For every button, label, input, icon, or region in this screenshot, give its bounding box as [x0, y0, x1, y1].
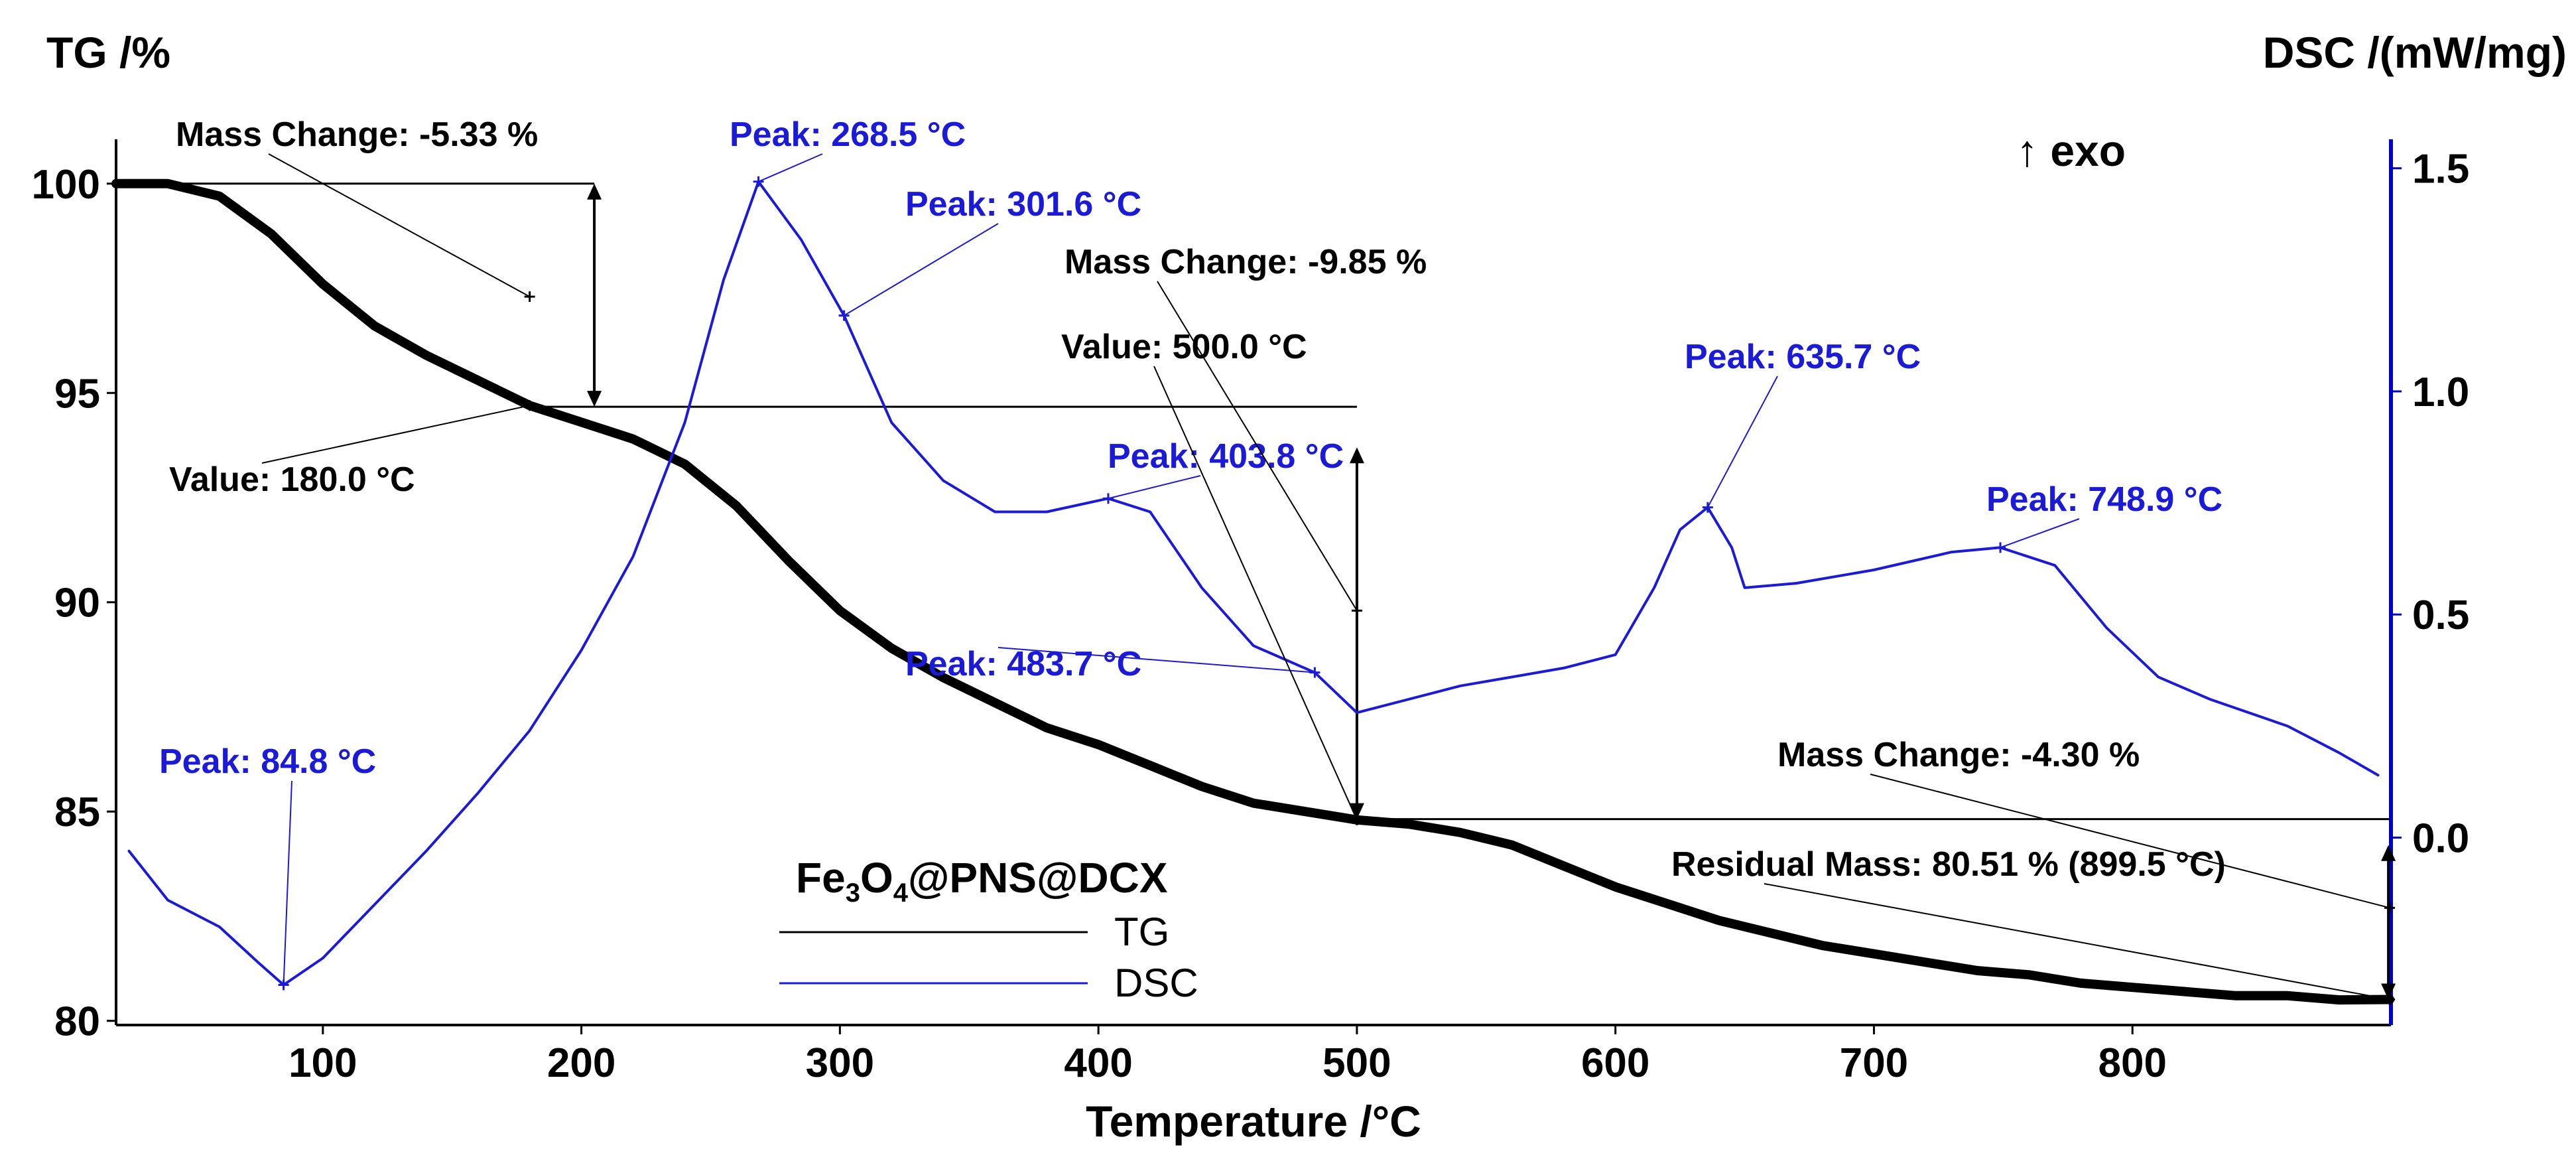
x-tick-label: 400 — [1064, 1040, 1132, 1086]
annotation-label: Peak: 483.7 °C — [905, 645, 1141, 683]
arrow-head-up — [587, 183, 602, 200]
annotation-marker — [1102, 493, 1114, 504]
arrow-head-down — [2381, 983, 2396, 1000]
x-axis-title: Temperature /°C — [1086, 1097, 1421, 1146]
annotation-leader — [1157, 281, 1358, 611]
legend: Fe3O4@PNS@DCX TG DSC — [779, 854, 1198, 1005]
annotation-label: Value: 500.0 °C — [1061, 328, 1307, 366]
y-right-tick-label: 1.0 — [2412, 370, 2469, 415]
y-right-axis-title: DSC /(mW/mg) — [2263, 28, 2567, 77]
annotation-leader — [268, 153, 531, 298]
annotation-label: Mass Change: -9.85 % — [1064, 243, 1427, 281]
exo-label: ↑ exo — [2016, 126, 2126, 175]
annotation-leader — [1870, 774, 2390, 909]
legend-tg-label: TG — [1114, 910, 1169, 954]
annotation-leader — [1153, 366, 1358, 821]
y-right-tick-label: 1.5 — [2412, 147, 2469, 192]
annotation-label: Peak: 84.8 °C — [159, 742, 376, 781]
axes: 100 200 300 400 500 600 700 800 80 85 90 95 100 0.0 0.… — [32, 139, 2469, 1086]
annotation-marker — [278, 979, 289, 991]
sample-label: Fe3O4@PNS@DCX — [796, 854, 1168, 908]
y-left-axis-title: TG /% — [46, 28, 170, 77]
annotation-leader — [2000, 518, 2080, 549]
x-tick-label: 700 — [1840, 1040, 1908, 1086]
annotations: Peak: 84.8 °C Peak: 268.5 °C Peak: 301.6 °… — [159, 115, 2396, 1005]
annotation-marker — [524, 291, 535, 303]
annotation-marker — [2384, 994, 2396, 1005]
x-tick-label: 500 — [1322, 1040, 1391, 1086]
arrow-head-up — [2381, 845, 2396, 861]
legend-dsc-label: DSC — [1114, 961, 1198, 1005]
x-tick-label: 300 — [806, 1040, 874, 1086]
annotation-marker — [753, 176, 764, 187]
annotation-marker — [1351, 814, 1362, 825]
annotation-marker — [1702, 502, 1713, 513]
annotation-marker — [1351, 605, 1362, 616]
annotation-leader — [1108, 475, 1201, 500]
x-tick-label: 200 — [547, 1040, 615, 1086]
tg-series-line — [111, 178, 2395, 1005]
annotation-leader — [283, 780, 292, 985]
annotation-marker — [1309, 667, 1320, 678]
y-left-tick-label: 80 — [54, 999, 100, 1045]
annotation-label: Peak: 403.8 °C — [1108, 437, 1344, 476]
arrow-head-down — [587, 391, 602, 407]
annotation-leader — [1764, 883, 2390, 1000]
x-tick-label: 100 — [289, 1040, 357, 1086]
y-left-tick-label: 90 — [54, 581, 100, 626]
annotation-label: Peak: 268.5 °C — [730, 115, 966, 154]
series-lines — [111, 178, 2395, 1005]
y-right-tick-label: 0.0 — [2412, 816, 2469, 862]
annotation-label: Value: 180.0 °C — [169, 460, 415, 499]
annotation-leader — [758, 153, 823, 182]
annotation-label: Peak: 635.7 °C — [1685, 338, 1921, 376]
annotation-leader — [261, 405, 530, 464]
annotation-label: Peak: 748.9 °C — [1986, 480, 2222, 519]
mass-step-lines — [116, 182, 2396, 1000]
annotation-leader — [998, 647, 1315, 673]
y-left-tick-label: 85 — [54, 790, 100, 835]
annotation-label: Peak: 301.6 °C — [905, 185, 1141, 224]
annotation-marker — [524, 400, 535, 411]
x-tick-label: 800 — [2098, 1040, 2167, 1086]
x-tick-label: 600 — [1581, 1040, 1649, 1086]
annotation-marker — [2384, 902, 2396, 914]
arrow-head-up — [1349, 447, 1364, 464]
arrow-head-down — [1349, 803, 1364, 819]
annotation-leader — [1707, 376, 1778, 508]
dsc-series-line — [127, 180, 2380, 987]
annotation-marker — [1995, 542, 2006, 553]
annotation-label: Mass Change: -5.33 % — [176, 115, 538, 154]
y-left-tick-label: 95 — [54, 371, 100, 417]
annotation-label: Residual Mass: 80.51 % (899.5 °C) — [1671, 845, 2226, 884]
annotation-marker — [838, 310, 850, 321]
annotation-label: Mass Change: -4.30 % — [1777, 736, 2140, 774]
y-left-tick-label: 100 — [32, 162, 100, 208]
annotation-leader — [844, 223, 999, 316]
y-right-tick-label: 0.5 — [2412, 592, 2469, 638]
